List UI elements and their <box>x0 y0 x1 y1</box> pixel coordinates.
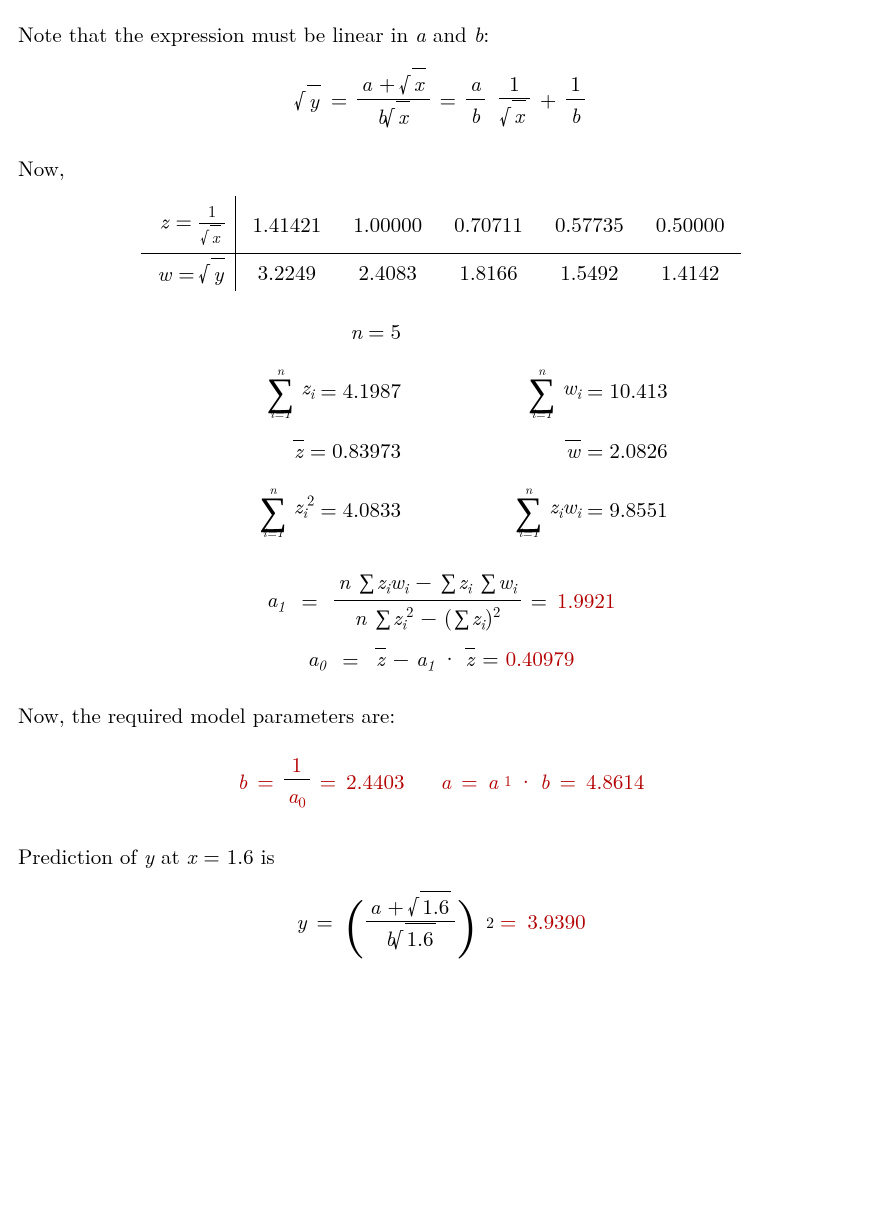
wbar-value: 2.0826 <box>603 436 667 464</box>
a0-label: a <box>308 643 319 673</box>
prediction-eq: y = ( a + 1.6 b1.6 ) 2 = 3.9390 <box>18 891 864 953</box>
sum-z2-value: 4.0833 <box>337 495 401 523</box>
params-eq: b = 1a0 = 2.4403 a = a1 · b = 4.8614 <box>18 750 864 813</box>
eq-linearize: y = a + x bx = ab 1x + 1b <box>18 68 864 130</box>
pred-text-3: is <box>254 841 275 871</box>
n-label: n <box>350 316 362 346</box>
sum-z-value: 4.1987 <box>337 376 401 404</box>
a-value: 4.8614 <box>586 767 644 795</box>
sum-zw-eq: n∑i=1 ziwi = 9.8551 <box>481 482 668 536</box>
a0-value: 0.40979 <box>506 643 575 673</box>
w-row-header: w = y <box>141 253 236 291</box>
table-row: z = 1x 1.41421 1.00000 0.70711 0.57735 0… <box>141 196 740 253</box>
intro-line: Note that the expression must be linear … <box>18 20 864 48</box>
zbar-value: 0.83973 <box>326 436 401 464</box>
sum-z-eq: n∑i=1 zi = 4.1987 <box>214 363 401 417</box>
now-label: Now, <box>18 154 864 182</box>
z-val: 1.00000 <box>337 196 438 253</box>
a1-eq: a1 = n ziwi − zi wi n zi2 − (zi)2 = 1.99… <box>267 566 616 634</box>
pred-text-1: Prediction of <box>18 841 144 871</box>
a0-eq: a0 = z − a1 · z = 0.40979 <box>308 644 575 675</box>
zbar-eq: z = 0.83973 <box>204 436 401 464</box>
a1-a0-block: a1 = n ziwi − zi wi n zi2 − (zi)2 = 1.99… <box>18 566 864 675</box>
stats-block: n = 5 n∑i=1 zi = 4.1987 n∑i=1 wi = 10.41… <box>71 317 811 537</box>
table-row: w = y 3.2249 2.4083 1.8166 1.5492 1.4142 <box>141 253 740 291</box>
prediction-line: Prediction of y at x = 1.6 is <box>18 842 864 870</box>
intro-var-a: a <box>415 19 426 49</box>
pred-text-2: at <box>154 841 187 871</box>
z-val: 0.70711 <box>438 196 539 253</box>
pred-y-value: 3.9390 <box>527 906 585 936</box>
a1-value: 1.9921 <box>557 586 615 614</box>
n-eq: n = 5 <box>262 317 401 345</box>
b-value: 2.4403 <box>346 767 404 795</box>
w-val: 1.4142 <box>640 253 741 291</box>
z-row-header: z = 1x <box>141 196 236 253</box>
pred-x: 1.6 <box>227 841 254 871</box>
intro-colon: : <box>483 19 489 49</box>
w-val: 1.5492 <box>539 253 640 291</box>
n-value: 5 <box>385 317 402 345</box>
z-val: 1.41421 <box>236 196 337 253</box>
z-val: 0.50000 <box>640 196 741 253</box>
a1-label: a <box>267 584 278 614</box>
zw-table: z = 1x 1.41421 1.00000 0.70711 0.57735 0… <box>141 196 740 291</box>
params-intro: Now, the required model parameters are: <box>18 701 864 729</box>
intro-and: and <box>426 19 474 49</box>
z-val: 0.57735 <box>539 196 640 253</box>
sum-z2-eq: n∑i=1 zi2 = 4.0833 <box>214 482 401 536</box>
intro-text: Note that the expression must be linear … <box>18 19 415 49</box>
a1-sub: 1 <box>277 595 285 616</box>
sum-w-eq: n∑i=1 wi = 10.413 <box>481 363 668 417</box>
a0-sub: 0 <box>318 654 326 675</box>
sum-zw-value: 9.8551 <box>603 495 667 523</box>
w-val: 2.4083 <box>337 253 438 291</box>
sum-w-value: 10.413 <box>603 376 667 404</box>
w-val: 1.8166 <box>438 253 539 291</box>
w-val: 3.2249 <box>236 253 337 291</box>
intro-var-b: b <box>474 19 484 49</box>
wbar-eq: w = 2.0826 <box>481 436 668 464</box>
